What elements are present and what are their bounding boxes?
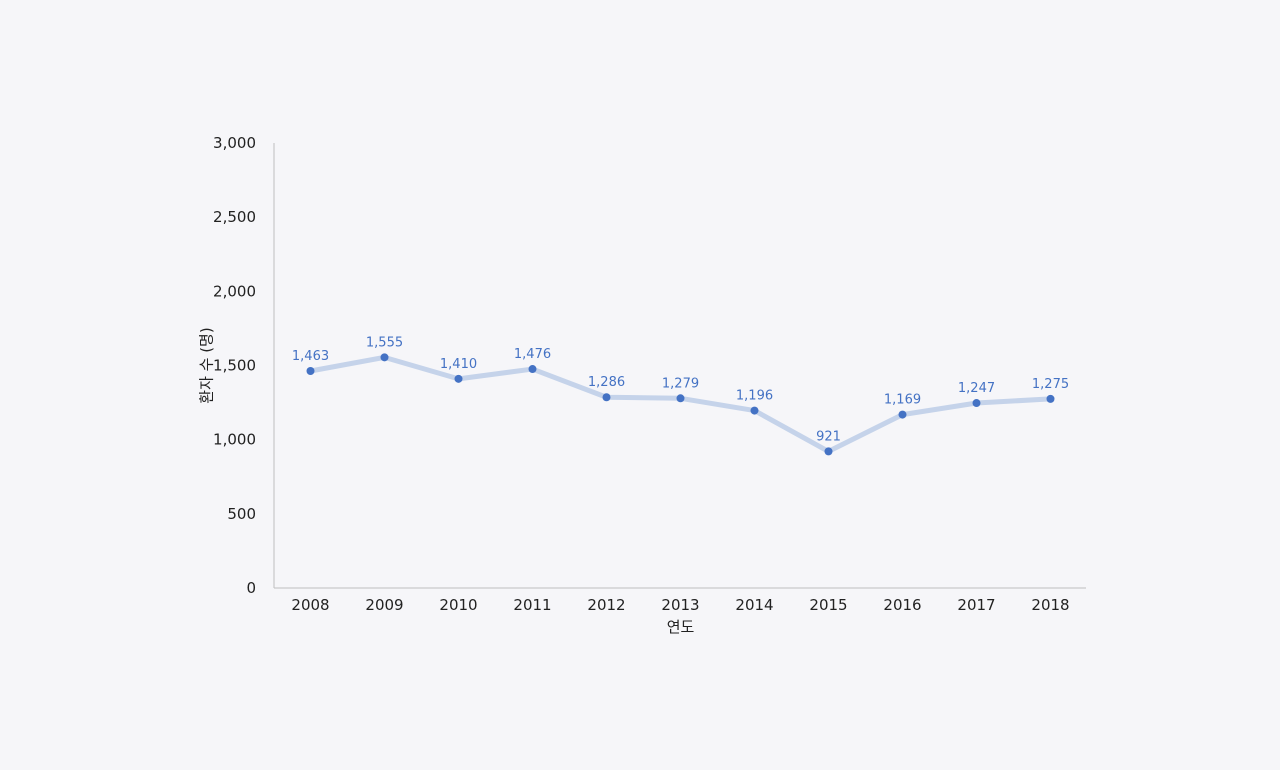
x-tick-label: 2008 bbox=[291, 596, 329, 614]
y-tick-label: 1,000 bbox=[213, 431, 256, 449]
series-line bbox=[308, 354, 1053, 454]
data-point bbox=[306, 366, 315, 375]
y-tick-label: 3,000 bbox=[213, 134, 256, 152]
y-axis-title: 환자 수 (명) bbox=[198, 327, 216, 403]
data-point bbox=[676, 394, 685, 403]
x-tick-label: 2013 bbox=[661, 596, 699, 614]
x-tick-label: 2018 bbox=[1031, 596, 1069, 614]
x-tick-label: 2012 bbox=[587, 596, 625, 614]
data-point bbox=[750, 406, 759, 415]
x-tick-label: 2016 bbox=[883, 596, 921, 614]
x-axis-ticks: 2008 2009 2010 2011 2012 2013 2014 2015 2016 2017… bbox=[291, 596, 1069, 614]
data-point bbox=[528, 365, 537, 374]
x-tick-label: 2011 bbox=[513, 596, 551, 614]
data-point bbox=[972, 399, 981, 408]
data-point bbox=[380, 353, 389, 362]
y-tick-label: 2,500 bbox=[213, 208, 256, 226]
y-tick-label: 2,000 bbox=[213, 282, 256, 300]
x-axis-title: 연도 bbox=[667, 618, 695, 636]
y-tick-label: 0 bbox=[246, 579, 256, 597]
x-tick-label: 2010 bbox=[439, 596, 477, 614]
data-label: 1,286 bbox=[588, 375, 625, 390]
data-point bbox=[898, 410, 907, 419]
x-tick-label: 2017 bbox=[957, 596, 995, 614]
data-point bbox=[1046, 394, 1055, 403]
x-tick-label: 2015 bbox=[809, 596, 847, 614]
data-label: 1,247 bbox=[958, 381, 995, 396]
data-label: 1,196 bbox=[736, 389, 773, 404]
data-point bbox=[602, 393, 611, 402]
data-label: 1,463 bbox=[292, 349, 329, 364]
data-label: 1,279 bbox=[662, 376, 699, 391]
data-labels: 1,463 1,555 1,410 1,476 1,286 1,279 1,196 921 1,… bbox=[292, 335, 1069, 444]
x-tick-label: 2014 bbox=[735, 596, 773, 614]
data-label: 1,555 bbox=[366, 335, 403, 350]
data-label: 1,476 bbox=[514, 347, 551, 362]
series-markers bbox=[306, 353, 1055, 456]
data-label: 1,169 bbox=[884, 393, 921, 408]
data-point bbox=[824, 447, 833, 456]
y-tick-label: 500 bbox=[227, 505, 256, 523]
data-label: 921 bbox=[816, 429, 841, 444]
data-label: 1,410 bbox=[440, 357, 477, 372]
y-tick-label: 1,500 bbox=[213, 357, 256, 375]
data-point bbox=[454, 374, 463, 383]
x-tick-label: 2009 bbox=[365, 596, 403, 614]
y-axis-ticks: 0 500 1,000 1,500 2,000 2,500 3,000 bbox=[213, 134, 256, 597]
data-label: 1,275 bbox=[1032, 377, 1069, 392]
